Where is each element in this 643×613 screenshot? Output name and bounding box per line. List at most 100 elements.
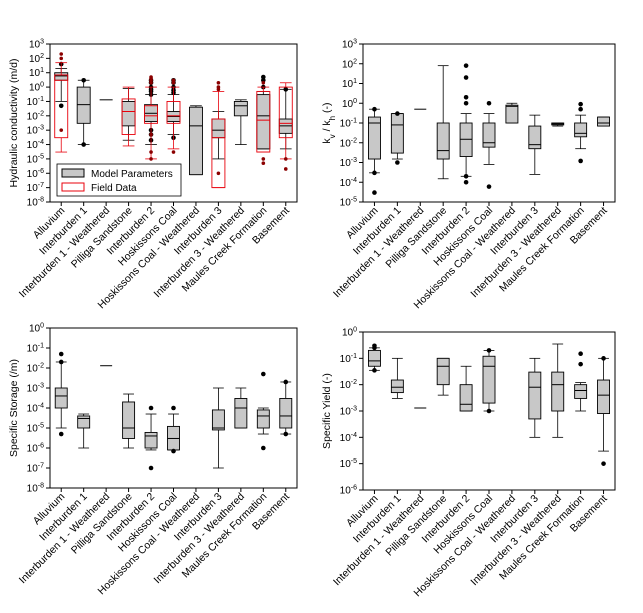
y-axis-label-subscript: h <box>328 116 337 120</box>
iqr-box <box>76 86 91 124</box>
model-box-7 <box>189 105 203 176</box>
y-tick-label: 10-6 <box>27 443 44 455</box>
y-tick-base: 10 <box>27 169 39 180</box>
box-10 <box>574 351 588 412</box>
outlier-point <box>149 150 153 154</box>
iqr-box <box>189 106 203 176</box>
outlier-point <box>578 158 583 164</box>
y-tick-base: 10 <box>27 404 39 415</box>
outlier-point <box>58 431 64 437</box>
outlier-point <box>171 448 176 454</box>
model-box-10 <box>256 74 271 150</box>
x-tick-label: Interburden 1 - Weathered <box>17 205 113 301</box>
box-5 <box>144 405 158 471</box>
y-axis-label-part: (-) <box>321 102 333 115</box>
y-tick-label: 10-5 <box>340 197 357 209</box>
outlier-point <box>81 142 86 147</box>
y-tick-exponent: -2 <box>351 137 357 144</box>
outlier-point <box>148 405 154 411</box>
y-tick-exponent: 0 <box>40 323 44 330</box>
y-tick-base: 10 <box>340 138 352 149</box>
outlier-point <box>395 111 400 116</box>
outlier-point <box>261 371 266 377</box>
outlier-point <box>486 348 492 353</box>
y-tick-label: 10-2 <box>27 363 44 375</box>
y-tick-base: 10 <box>340 178 352 189</box>
y-tick-label: 10-3 <box>340 157 357 169</box>
legend-label: Model Parameters <box>91 169 173 180</box>
box-2 <box>390 111 404 165</box>
y-tick-base: 10 <box>27 140 39 151</box>
y-axis-label: Specific Yield (-) <box>321 373 333 449</box>
y-tick-base: 10 <box>340 158 352 169</box>
box-7 <box>505 102 519 124</box>
y-axis-label-subscript: v <box>328 134 337 138</box>
y-tick-exponent: -2 <box>38 363 44 370</box>
field-box-10 <box>256 80 271 166</box>
y-tick-label: 10-1 <box>27 343 44 355</box>
y-tick-exponent: -3 <box>351 406 357 413</box>
model-box-2 <box>76 77 91 147</box>
iqr-box <box>144 431 158 449</box>
iqr-box <box>597 116 610 127</box>
legend-swatch <box>61 182 85 192</box>
y-tick-exponent: -3 <box>38 383 44 390</box>
outlier-point <box>372 170 377 176</box>
outlier-point <box>463 100 469 106</box>
model-box-9 <box>233 99 248 145</box>
y-tick-label: 10-6 <box>340 485 357 497</box>
y-tick-label: 10-7 <box>27 182 44 194</box>
y-tick-base: 10 <box>27 97 39 108</box>
y-tick-exponent: -4 <box>351 177 357 184</box>
y-tick-base: 10 <box>340 198 352 209</box>
y-tick-exponent: -5 <box>38 153 44 160</box>
y-tick-exponent: -4 <box>351 432 357 439</box>
outlier-point <box>283 87 289 92</box>
outlier-point <box>395 160 400 165</box>
iqr-box <box>368 116 381 160</box>
outlier-point <box>59 56 64 61</box>
box-8 <box>528 357 542 438</box>
outlier-point <box>578 351 583 356</box>
box-4 <box>122 393 136 449</box>
y-tick-exponent: -4 <box>38 403 44 410</box>
box-2 <box>390 357 404 399</box>
y-tick-exponent: -8 <box>38 483 44 490</box>
outlier-point <box>171 78 176 83</box>
y-tick-base: 10 <box>29 68 41 79</box>
y-tick-exponent: -5 <box>351 197 357 204</box>
y-tick-base: 10 <box>27 111 39 122</box>
y-tick-base: 10 <box>342 328 354 339</box>
iqr-box <box>528 371 542 420</box>
y-tick-base: 10 <box>340 433 352 444</box>
outlier-point <box>171 80 176 85</box>
y-tick-exponent: -6 <box>38 443 44 450</box>
y-tick-label: 101 <box>342 78 357 90</box>
field-box-5 <box>144 75 158 161</box>
iqr-box <box>505 104 519 124</box>
y-tick-exponent: 0 <box>353 98 357 105</box>
y-tick-exponent: 2 <box>353 58 357 65</box>
outlier-point <box>283 431 289 437</box>
outlier-point <box>261 161 266 166</box>
y-tick-base: 10 <box>27 126 39 137</box>
iqr-box <box>436 122 450 160</box>
iqr-box <box>278 86 293 139</box>
box-5 <box>459 365 473 412</box>
y-tick-exponent: -1 <box>351 118 357 125</box>
outlier-point <box>463 63 469 68</box>
y-tick-base: 10 <box>27 154 39 165</box>
y-tick-exponent: -3 <box>351 157 357 164</box>
outlier-point <box>486 184 492 189</box>
y-tick-label: 10-4 <box>27 139 44 151</box>
y-tick-label: 100 <box>342 327 357 339</box>
outlier-point <box>601 356 606 361</box>
y-tick-exponent: 3 <box>353 39 357 46</box>
box-8 <box>211 387 225 469</box>
iqr-box <box>233 101 248 117</box>
y-tick-base: 10 <box>27 198 39 209</box>
y-tick-label: 10-5 <box>340 458 357 470</box>
y-tick-label: 10-1 <box>340 353 357 365</box>
y-tick-exponent: -6 <box>38 168 44 175</box>
